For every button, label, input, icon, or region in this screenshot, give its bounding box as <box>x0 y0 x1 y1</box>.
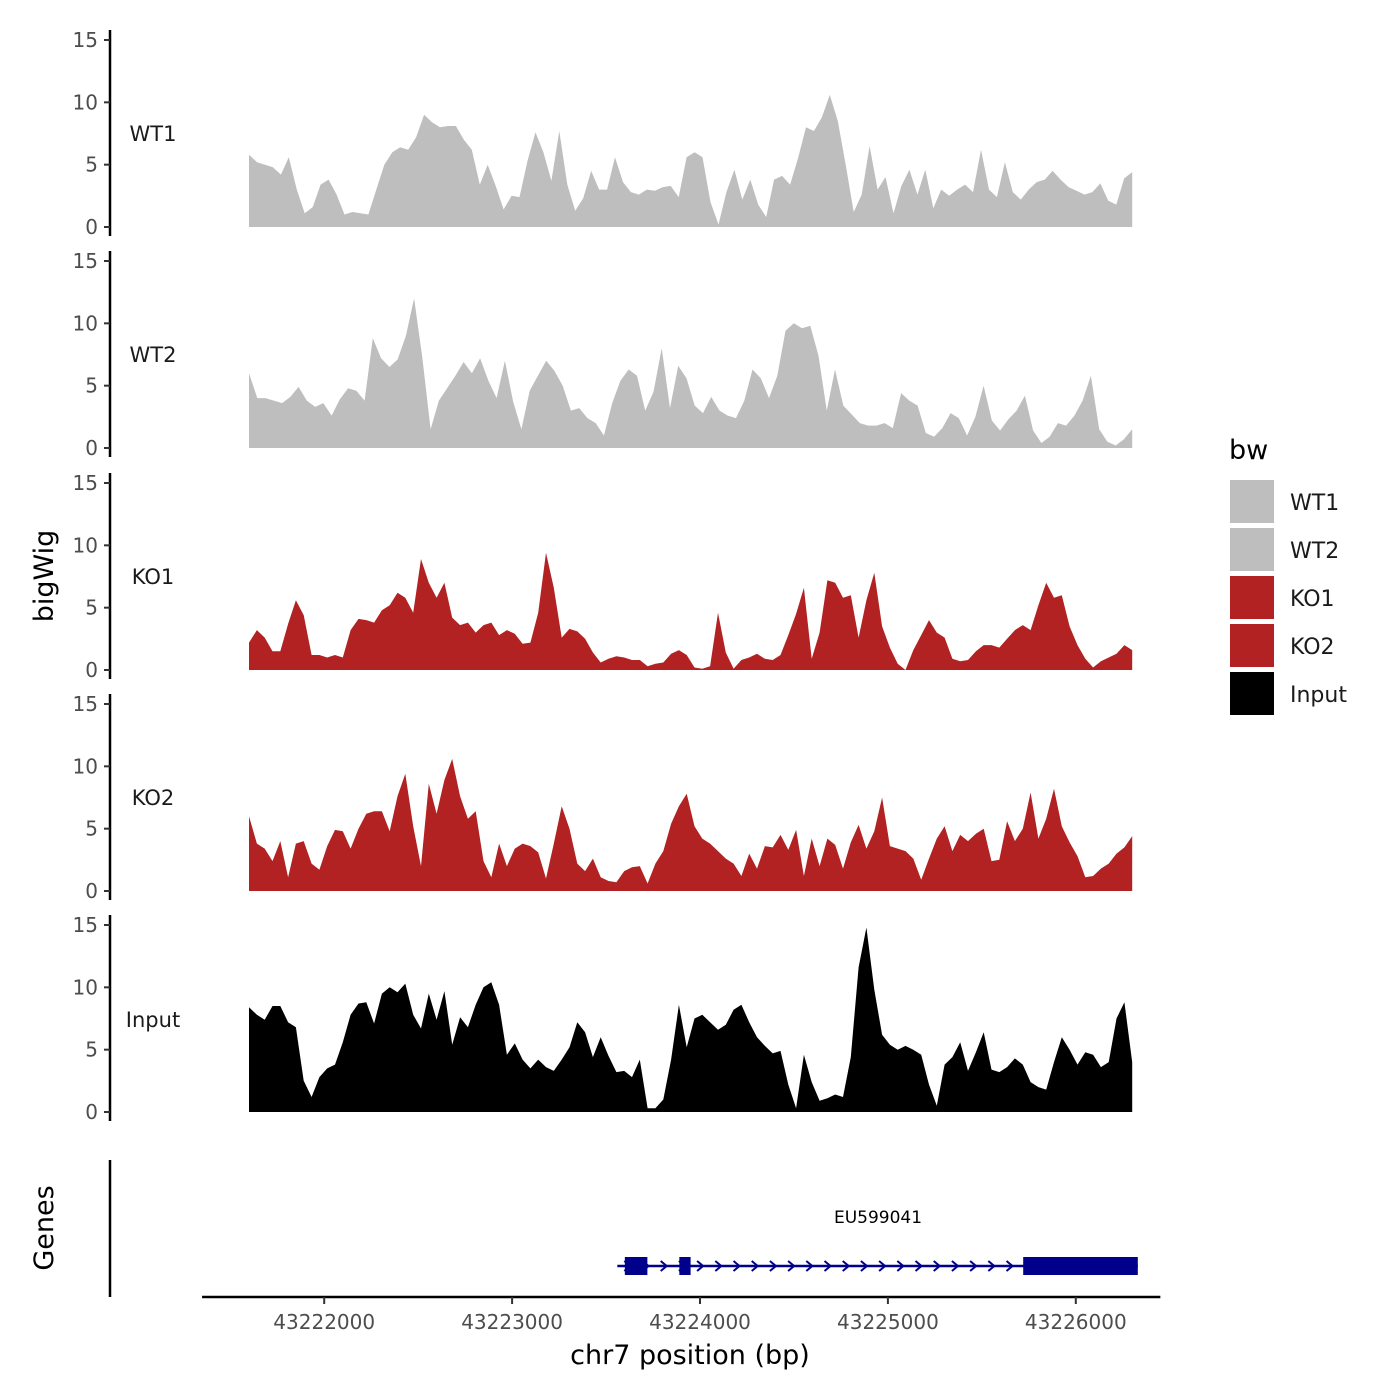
legend: bw WT1 WT2 KO1 KO2 Input <box>1229 435 1347 715</box>
y-tick-label: 10 <box>73 975 98 999</box>
y-tick-label: 5 <box>85 596 98 620</box>
strand-arrow-icon <box>951 1260 960 1272</box>
track-label-wt2: WT2 <box>130 343 177 367</box>
gene-exon <box>624 1257 648 1275</box>
y-tick-label: 0 <box>85 658 98 682</box>
strand-arrow-icon <box>1005 1260 1015 1272</box>
y-tick-label: 5 <box>85 817 98 841</box>
x-tick-label: 43226000 <box>1025 1310 1127 1334</box>
track-label-input: Input <box>126 1008 180 1032</box>
strand-arrow-icon <box>805 1260 814 1272</box>
legend-swatch-ko1 <box>1230 576 1274 619</box>
strand-arrow-icon <box>787 1260 796 1272</box>
legend-label-ko2: KO2 <box>1290 635 1335 660</box>
y-tick-label: 15 <box>73 249 98 273</box>
plot-area: 0 5 10 15 0 5 10 15 0 5 10 15 0 5 10 15 0 5 10 15 <box>73 28 1161 1304</box>
y-tick-label: 0 <box>85 1100 98 1124</box>
x-tick-label: 43222000 <box>273 1310 375 1334</box>
y-tick-label: 10 <box>73 311 98 335</box>
strand-arrow-icon <box>896 1260 905 1272</box>
y-tick-label: 10 <box>73 90 98 114</box>
strand-arrow-icon <box>878 1260 887 1272</box>
area-ko2 <box>249 758 1133 891</box>
strand-arrow-icon <box>860 1260 869 1272</box>
y-tick-label: 10 <box>73 533 98 557</box>
y-tick-label: 5 <box>85 1038 98 1062</box>
legend-swatch-wt1 <box>1230 480 1274 523</box>
y-tick-label: 15 <box>73 28 98 52</box>
y-tick-label: 10 <box>73 754 98 778</box>
y-tick-label: 5 <box>85 153 98 177</box>
strand-arrow-icon <box>714 1260 723 1272</box>
y-tick-label: 15 <box>73 692 98 716</box>
track-label-wt1: WT1 <box>130 122 177 146</box>
area-input <box>249 927 1133 1112</box>
strand-arrow-icon <box>987 1260 996 1272</box>
legend-swatch-ko2 <box>1230 624 1274 667</box>
strand-arrow-icon <box>823 1260 833 1272</box>
legend-label-wt2: WT2 <box>1290 539 1339 564</box>
y-tick-label: 0 <box>85 436 98 460</box>
strand-arrow-icon <box>751 1260 760 1272</box>
track-label-ko2: KO2 <box>132 786 175 810</box>
gene-exon <box>1023 1257 1138 1275</box>
area-ko1 <box>249 552 1133 670</box>
x-tick-label: 43225000 <box>837 1310 939 1334</box>
y-tick-label: 0 <box>85 215 98 239</box>
area-wt2 <box>249 298 1133 448</box>
area-wt1 <box>249 94 1133 228</box>
strand-arrow-icon <box>914 1260 924 1272</box>
x-tick-label: 43224000 <box>649 1310 751 1334</box>
strand-arrow-icon <box>660 1260 669 1272</box>
x-tick-label: 43223000 <box>461 1310 563 1334</box>
legend-label-wt1: WT1 <box>1290 491 1339 516</box>
strand-arrow-icon <box>969 1260 978 1272</box>
strand-arrow-icon <box>732 1260 742 1272</box>
legend-label-ko1: KO1 <box>1290 587 1335 612</box>
legend-swatch-wt2 <box>1230 528 1274 571</box>
y-axis-title: bigWig <box>29 530 60 623</box>
y-tick-label: 5 <box>85 374 98 398</box>
genes-axis-title: Genes <box>29 1185 60 1270</box>
legend-swatch-input <box>1230 672 1274 715</box>
strand-arrow-icon <box>696 1260 705 1272</box>
gene-label: EU599041 <box>834 1208 922 1228</box>
legend-title: bw <box>1229 435 1268 466</box>
y-tick-label: 15 <box>73 471 98 495</box>
y-tick-label: 15 <box>73 913 98 937</box>
y-tick-label: 0 <box>85 879 98 903</box>
gene-exon <box>679 1257 691 1275</box>
x-axis-title: chr7 position (bp) <box>570 1340 810 1371</box>
strand-arrow-icon <box>769 1260 778 1272</box>
track-label-ko1: KO1 <box>132 565 175 589</box>
strand-arrow-icon <box>842 1260 851 1272</box>
legend-label-input: Input <box>1290 683 1347 708</box>
strand-arrow-icon <box>933 1260 942 1272</box>
